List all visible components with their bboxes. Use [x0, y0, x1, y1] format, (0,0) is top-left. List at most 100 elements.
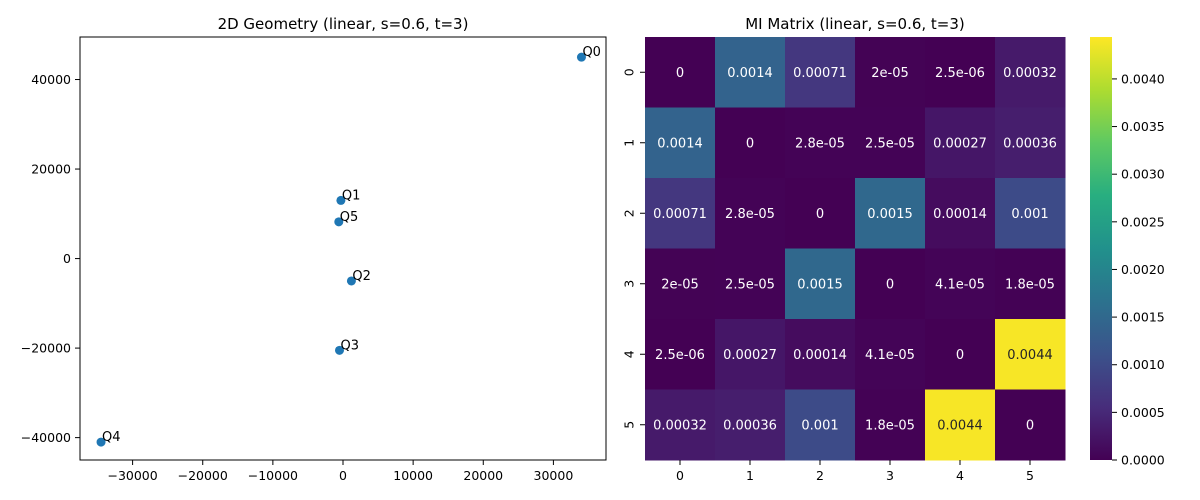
heatmap-cell — [855, 248, 926, 320]
heatmap-cell-label: 0.00014 — [793, 348, 847, 363]
heatmap-cell — [645, 248, 716, 320]
scatter-x-tick-label: −20000 — [178, 468, 228, 483]
heatmap-cell — [995, 37, 1066, 108]
heatmap-cell-label: 0.00036 — [723, 418, 777, 433]
scatter-y-tick-label: −40000 — [21, 430, 71, 445]
heatmap-cell-label: 4.1e-05 — [865, 348, 915, 363]
heatmap-x-tick-label: 1 — [746, 468, 754, 483]
heatmap-y-tick-label: 0 — [622, 68, 637, 76]
heatmap-cell-label: 1.8e-05 — [1005, 277, 1055, 292]
colorbar-tick-label: 0.0005 — [1121, 405, 1165, 420]
heatmap-y-tick-label: 5 — [622, 421, 637, 429]
heatmap-cell — [995, 319, 1066, 390]
heatmap-cell — [855, 178, 926, 249]
colorbar: 0.0000 0.0005 0.0010 0.0015 0.0020 0.0025 0.00… — [1090, 37, 1165, 468]
scatter-point-label: Q4 — [102, 430, 121, 445]
colorbar-tick-label: 0.0025 — [1121, 214, 1165, 229]
heatmap-cell — [645, 107, 716, 179]
heatmap-cell-label: 0.00032 — [1003, 66, 1057, 81]
heatmap-cell — [925, 107, 996, 179]
heatmap-cell — [645, 319, 716, 390]
heatmap-cell-label: 4.1e-05 — [935, 277, 985, 292]
heatmap-cell — [925, 389, 996, 461]
scatter-chart: 2D Geometry (linear, s=0.6, t=3) −30000 −… — [21, 15, 607, 483]
scatter-x-tick-label: 30000 — [534, 468, 574, 483]
colorbar-tick-label: 0.0035 — [1121, 119, 1165, 134]
heatmap-cell — [855, 389, 926, 461]
heatmap-cell-label: 0 — [956, 348, 964, 363]
heatmap-chart: MI Matrix (linear, s=0.6, t=3) 0 0.0014 0.… — [622, 15, 1066, 483]
scatter-y-axis: −40000 −20000 0 20000 40000 — [21, 72, 80, 445]
colorbar-ticks: 0.0000 0.0005 0.0010 0.0015 0.0020 0.0025 0.00… — [1112, 71, 1165, 468]
heatmap-cell-label: 2.5e-05 — [865, 136, 915, 151]
colorbar-tick-label: 0.0000 — [1121, 453, 1165, 468]
scatter-x-tick-label: 20000 — [463, 468, 503, 483]
heatmap-cell — [785, 107, 856, 179]
scatter-point-label: Q3 — [340, 338, 359, 353]
scatter-points: Q0 Q1 Q2 Q3 Q4 Q5 — [96, 45, 601, 447]
heatmap-cell-label: 0.0014 — [727, 66, 773, 81]
heatmap-cell-label: 0.001 — [801, 418, 838, 433]
scatter-y-tick-label: 40000 — [31, 72, 71, 87]
scatter-point-label: Q1 — [342, 188, 361, 203]
heatmap-x-tick-label: 2 — [816, 468, 824, 483]
heatmap-y-tick-label: 4 — [622, 350, 637, 358]
heatmap-cell-label: 2e-05 — [871, 66, 909, 81]
heatmap-cell — [645, 389, 716, 461]
heatmap-cell-label: 0 — [1026, 418, 1034, 433]
scatter-y-tick-label: 0 — [63, 251, 71, 266]
heatmap-cell-label: 0.0015 — [867, 207, 913, 222]
heatmap-cell — [715, 107, 786, 179]
heatmap-cell-label: 0.0044 — [937, 418, 983, 433]
heatmap-cell — [785, 389, 856, 461]
heatmap-cell-label: 0 — [746, 136, 754, 151]
scatter-point-label: Q5 — [340, 210, 359, 225]
scatter-x-tick-label: −10000 — [248, 468, 298, 483]
colorbar-tick-label: 0.0030 — [1121, 167, 1165, 182]
heatmap-cell — [715, 248, 786, 320]
heatmap-y-tick-label: 1 — [622, 139, 637, 147]
heatmap-cell-label: 0.0015 — [797, 277, 843, 292]
heatmap-cell-label: 0.0014 — [657, 136, 703, 151]
heatmap-cell — [995, 178, 1066, 249]
heatmap-title: MI Matrix (linear, s=0.6, t=3) — [745, 15, 965, 33]
scatter-point — [334, 217, 344, 227]
heatmap-cell — [785, 319, 856, 390]
heatmap-y-tick-label: 2 — [622, 209, 637, 217]
heatmap-cell-label: 0.00027 — [933, 136, 987, 151]
heatmap-cell — [715, 37, 786, 108]
scatter-title: 2D Geometry (linear, s=0.6, t=3) — [218, 15, 469, 33]
heatmap-cell-label: 0.0044 — [1007, 348, 1053, 363]
scatter-point-label: Q2 — [352, 269, 371, 284]
scatter-point — [576, 52, 586, 62]
heatmap-cell-label: 0 — [886, 277, 894, 292]
scatter-y-tick-label: 20000 — [31, 162, 71, 177]
heatmap-cell — [645, 178, 716, 249]
heatmap-cell-label: 0.00071 — [653, 207, 707, 222]
scatter-point — [96, 437, 106, 447]
colorbar-gradient — [1090, 37, 1112, 460]
colorbar-tick-label: 0.0015 — [1121, 310, 1165, 325]
heatmap-cell-label: 0.00027 — [723, 348, 777, 363]
heatmap-cell — [995, 389, 1066, 461]
heatmap-cell-label: 0.001 — [1011, 207, 1048, 222]
heatmap-cell-label: 2.5e-06 — [935, 66, 985, 81]
heatmap-cell — [925, 248, 996, 320]
heatmap-cell — [785, 37, 856, 108]
heatmap-cell — [715, 319, 786, 390]
scatter-point — [336, 195, 346, 205]
scatter-point — [334, 345, 344, 355]
scatter-x-tick-label: 10000 — [393, 468, 433, 483]
heatmap-x-tick-label: 4 — [956, 468, 964, 483]
heatmap-cell-label: 0.00014 — [933, 207, 987, 222]
heatmap-cell — [715, 178, 786, 249]
heatmap-cell-label: 2.8e-05 — [795, 136, 845, 151]
scatter-x-tick-label: −30000 — [107, 468, 157, 483]
colorbar-tick-label: 0.0040 — [1121, 71, 1165, 86]
colorbar-tick-label: 0.0020 — [1121, 262, 1165, 277]
scatter-point-label: Q0 — [582, 45, 601, 60]
scatter-x-tick-label: 0 — [339, 468, 347, 483]
heatmap-y-axis: 0 1 2 3 4 5 — [622, 68, 645, 429]
heatmap-cell-label: 2.8e-05 — [725, 207, 775, 222]
